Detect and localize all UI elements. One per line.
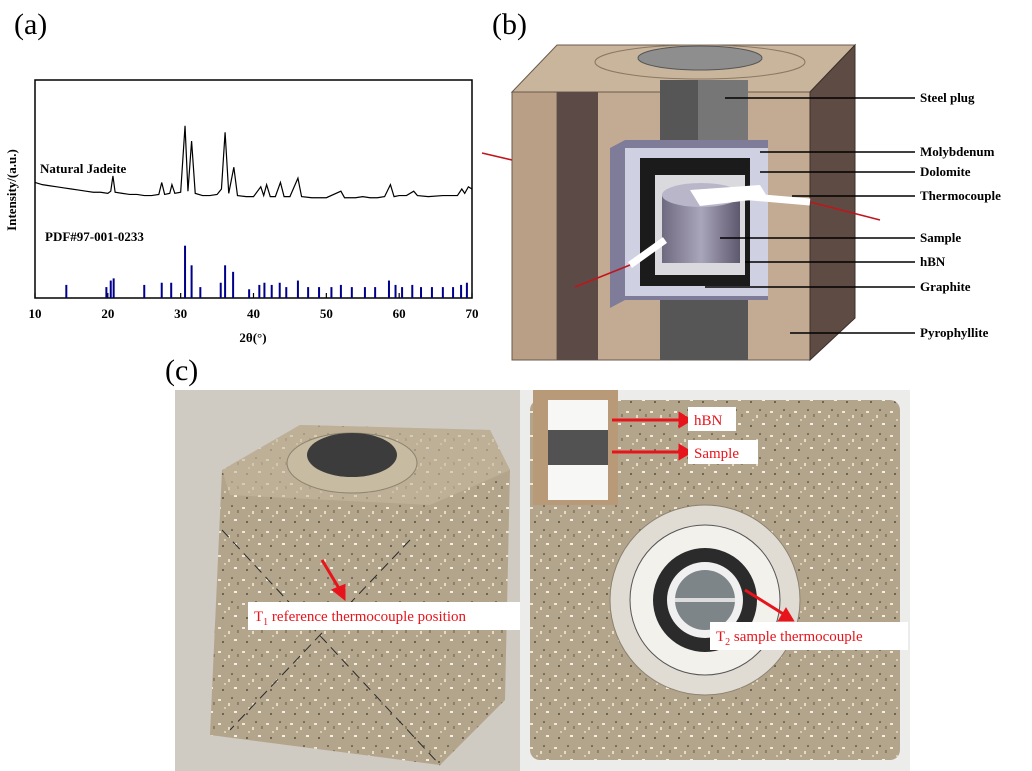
reference-peak: [191, 265, 193, 298]
series-label: PDF#97-001-0233: [45, 229, 144, 244]
symbol: T: [254, 609, 263, 625]
reference-peak: [224, 265, 226, 298]
reference-peak: [248, 289, 250, 298]
reference-peak: [161, 283, 163, 298]
reference-peak: [184, 246, 186, 298]
part-label: hBN: [920, 254, 946, 269]
x-tick-label: 30: [174, 306, 187, 321]
reference-peak: [364, 287, 366, 298]
reference-peak: [199, 287, 201, 298]
reference-peak: [431, 287, 433, 298]
x-tick-label: 10: [29, 306, 42, 321]
plot-frame: [35, 80, 472, 298]
reference-peak: [232, 272, 234, 298]
reference-peak: [110, 281, 112, 298]
y-axis-label: Intensity/(a.u.): [4, 149, 19, 231]
reference-peak: [340, 285, 342, 298]
part-label: Molybdenum: [920, 144, 995, 159]
x-tick-label: 40: [247, 306, 260, 321]
symbol: T: [716, 629, 725, 645]
reference-peak: [351, 287, 353, 298]
panel-label: (c): [165, 354, 198, 387]
part-label: Steel plug: [920, 90, 975, 105]
x-axis-label: 2θ(°): [239, 330, 266, 345]
reference-peak: [411, 285, 413, 298]
reference-peak: [105, 287, 107, 298]
inset-sample: [548, 430, 608, 465]
reference-peak: [420, 287, 422, 298]
figure: (a) (b) (c) Intensity/(a.u.) 2θ(°) Natur…: [0, 0, 1032, 771]
wire: [482, 153, 512, 160]
reference-peak: [374, 287, 376, 298]
reference-peak: [258, 285, 260, 298]
reference-peak: [460, 285, 462, 298]
outer-face: [512, 92, 557, 360]
part-label: Dolomite: [920, 164, 971, 179]
annotation-text: sample thermocouple: [730, 629, 863, 645]
reference-peak: [330, 287, 332, 298]
reference-peak: [401, 287, 403, 298]
reference-peak: [271, 285, 273, 298]
inner-wall: [557, 92, 598, 360]
assembly-diagram: Steel plug Molybdenum Dolomite Thermocouple…: [482, 45, 1001, 360]
x-tick-label: 50: [320, 306, 333, 321]
part-label: Sample: [920, 230, 961, 245]
reference-peak: [442, 287, 444, 298]
panel-label: (b): [492, 8, 527, 41]
photographs: hBN Sample T1 reference thermocouple pos…: [175, 390, 910, 771]
part-label: Graphite: [920, 279, 971, 294]
reference-peak: [285, 287, 287, 298]
reference-peak: [143, 285, 145, 298]
annotation-text: reference thermocouple position: [268, 609, 466, 625]
reference-peak: [452, 287, 454, 298]
xrd-chart: Intensity/(a.u.) 2θ(°) Natural Jadeite P…: [4, 80, 479, 345]
inset-label: hBN: [694, 413, 723, 429]
reference-peak: [279, 283, 281, 298]
x-tick-label: 60: [393, 306, 406, 321]
reference-peak: [297, 281, 299, 298]
reference-peak: [307, 287, 309, 298]
reference-peak: [220, 283, 222, 298]
x-tick-label: 70: [466, 306, 479, 321]
side-face: [810, 45, 855, 360]
reference-peak: [263, 283, 265, 298]
x-tick-label: 20: [101, 306, 114, 321]
reference-peak: [170, 283, 172, 298]
reference-peak: [388, 281, 390, 298]
reference-peak: [113, 278, 115, 298]
steel-plug: [698, 80, 748, 148]
part-label: Pyrophyllite: [920, 325, 989, 340]
reference-peak: [318, 287, 320, 298]
series-label: Natural Jadeite: [40, 161, 127, 176]
reference-peak: [466, 283, 468, 298]
reference-peak: [65, 285, 67, 298]
plug-disc: [307, 433, 397, 477]
plug-top: [638, 46, 762, 70]
part-label: Thermocouple: [920, 188, 1001, 203]
panel-label: (a): [14, 8, 47, 41]
inset-label: Sample: [694, 446, 739, 462]
reference-peak: [395, 285, 397, 298]
